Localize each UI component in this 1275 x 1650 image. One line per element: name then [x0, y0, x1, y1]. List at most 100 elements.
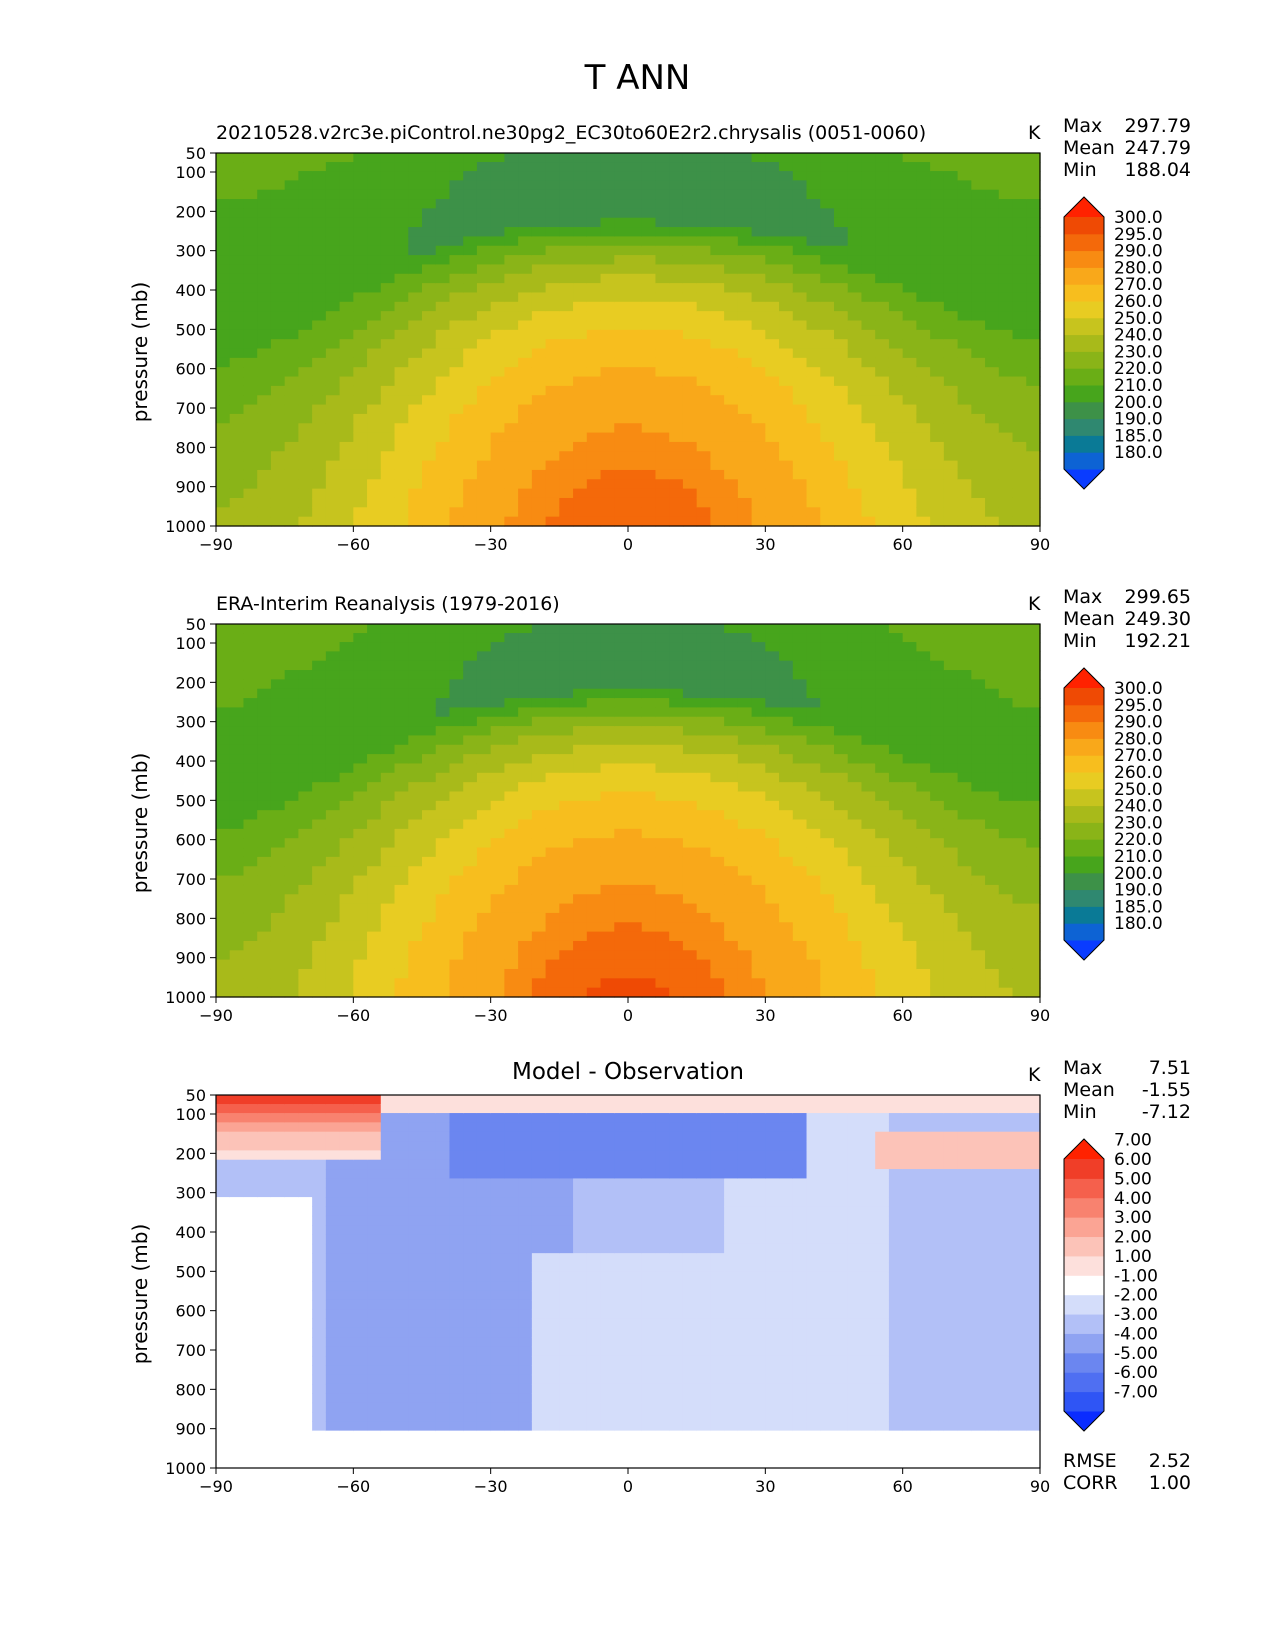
heatmap-cell [834, 624, 849, 634]
heatmap-cell [724, 968, 739, 979]
heatmap-cell [792, 922, 808, 933]
heatmap-cell [216, 1327, 231, 1338]
heatmap-field [216, 624, 1041, 998]
heatmap-cell [682, 698, 698, 709]
heatmap-cell [600, 847, 615, 858]
heatmap-cell [325, 707, 341, 718]
heatmap-cell [998, 633, 1014, 643]
heatmap-cell [861, 497, 876, 508]
heatmap-cell [943, 679, 959, 690]
heatmap-cell [394, 856, 409, 867]
heatmap-cell [476, 507, 492, 518]
heatmap-cell [531, 838, 547, 849]
heatmap-cell [531, 651, 547, 662]
heatmap-cell [765, 660, 780, 671]
heatmap-cell [586, 488, 602, 499]
heatmap-cell [943, 950, 959, 961]
heatmap-cell [916, 311, 931, 322]
heatmap-cell [559, 866, 574, 877]
heatmap-cell [435, 171, 451, 181]
heatmap-cell [820, 978, 835, 989]
heatmap-cell [614, 497, 629, 508]
heatmap-cell [765, 791, 780, 802]
heatmap-cell [1012, 698, 1027, 709]
heatmap-cell [573, 931, 588, 942]
heatmap-cell [573, 800, 588, 811]
heatmap-cell [559, 894, 574, 905]
heatmap-cell [325, 208, 341, 219]
heatmap-cell [902, 348, 917, 359]
heatmap-cell [669, 469, 684, 480]
heatmap-cell [902, 744, 917, 755]
heatmap-cell [573, 153, 588, 163]
heatmap-cell [270, 978, 286, 989]
heatmap-cell [861, 912, 876, 923]
heatmap-cell [641, 800, 657, 811]
heatmap-cell [888, 367, 904, 378]
heatmap-cell [710, 838, 725, 849]
heatmap-cell [476, 413, 492, 424]
heatmap-cell [792, 866, 808, 877]
heatmap-cell [216, 903, 231, 914]
heatmap-cell [792, 726, 808, 737]
heatmap-cell [765, 838, 780, 849]
heatmap-cell [628, 180, 643, 191]
heatmap-cell [902, 162, 917, 172]
heatmap-cell [339, 987, 354, 998]
heatmap-cell [641, 273, 657, 284]
panel-difference: Model - Observation K Max 7.51 Mean -1.55 … [0, 1054, 1275, 1496]
heatmap-cell [916, 432, 931, 443]
heatmap-cell [408, 507, 423, 518]
heatmap-cell [449, 507, 464, 518]
heatmap-cell [669, 516, 684, 527]
heatmap-cell [504, 385, 519, 396]
heatmap-cell [353, 624, 368, 634]
heatmap-cell [834, 255, 849, 266]
heatmap-cell [257, 791, 272, 802]
heatmap-cell [861, 940, 876, 951]
heatmap-cell [312, 451, 327, 462]
heatmap-cell [394, 264, 409, 275]
heatmap-cell [861, 726, 876, 737]
heatmap-cell [504, 311, 519, 322]
heatmap-cell [916, 884, 931, 895]
heatmap-cell [971, 866, 986, 877]
heatmap-cell [806, 180, 821, 191]
heatmap-cell [669, 479, 684, 490]
heatmap-cell [229, 460, 245, 471]
heatmap-cell [490, 670, 505, 680]
heatmap-cell [284, 819, 299, 830]
heatmap-cell [408, 772, 423, 783]
heatmap-cell [1012, 451, 1027, 462]
heatmap-cell [682, 423, 698, 434]
heatmap-cell [888, 940, 904, 951]
x-tick-label: 90 [1030, 1006, 1050, 1025]
heatmap-cell [325, 959, 341, 970]
heatmap-cell [820, 651, 835, 662]
heatmap-cell [531, 856, 547, 867]
heatmap-cell [476, 847, 492, 858]
heatmap-cell [1012, 469, 1027, 480]
heatmap-cell [888, 311, 904, 322]
heatmap-cell [518, 903, 533, 914]
heatmap-cell [792, 395, 808, 406]
heatmap-cell [325, 245, 341, 256]
y-tick-label: 300 [175, 242, 206, 261]
heatmap-cell [998, 754, 1014, 765]
heatmap-cell [888, 385, 904, 396]
heatmap-cell [449, 651, 464, 662]
heatmap-cell [834, 987, 849, 998]
heatmap-cell [216, 707, 231, 718]
heatmap-cell [930, 931, 945, 942]
heatmap-cell [586, 367, 602, 378]
heatmap-cell [600, 716, 615, 727]
heatmap-cell [353, 367, 368, 378]
heatmap-cell [834, 716, 849, 727]
heatmap-cell [325, 819, 341, 830]
heatmap-cell [284, 320, 299, 331]
heatmap-cell [957, 856, 972, 867]
heatmap-cell [573, 469, 588, 480]
heatmap-cell [394, 772, 409, 783]
heatmap-cell [367, 959, 382, 970]
heatmap-cell [1012, 716, 1027, 727]
